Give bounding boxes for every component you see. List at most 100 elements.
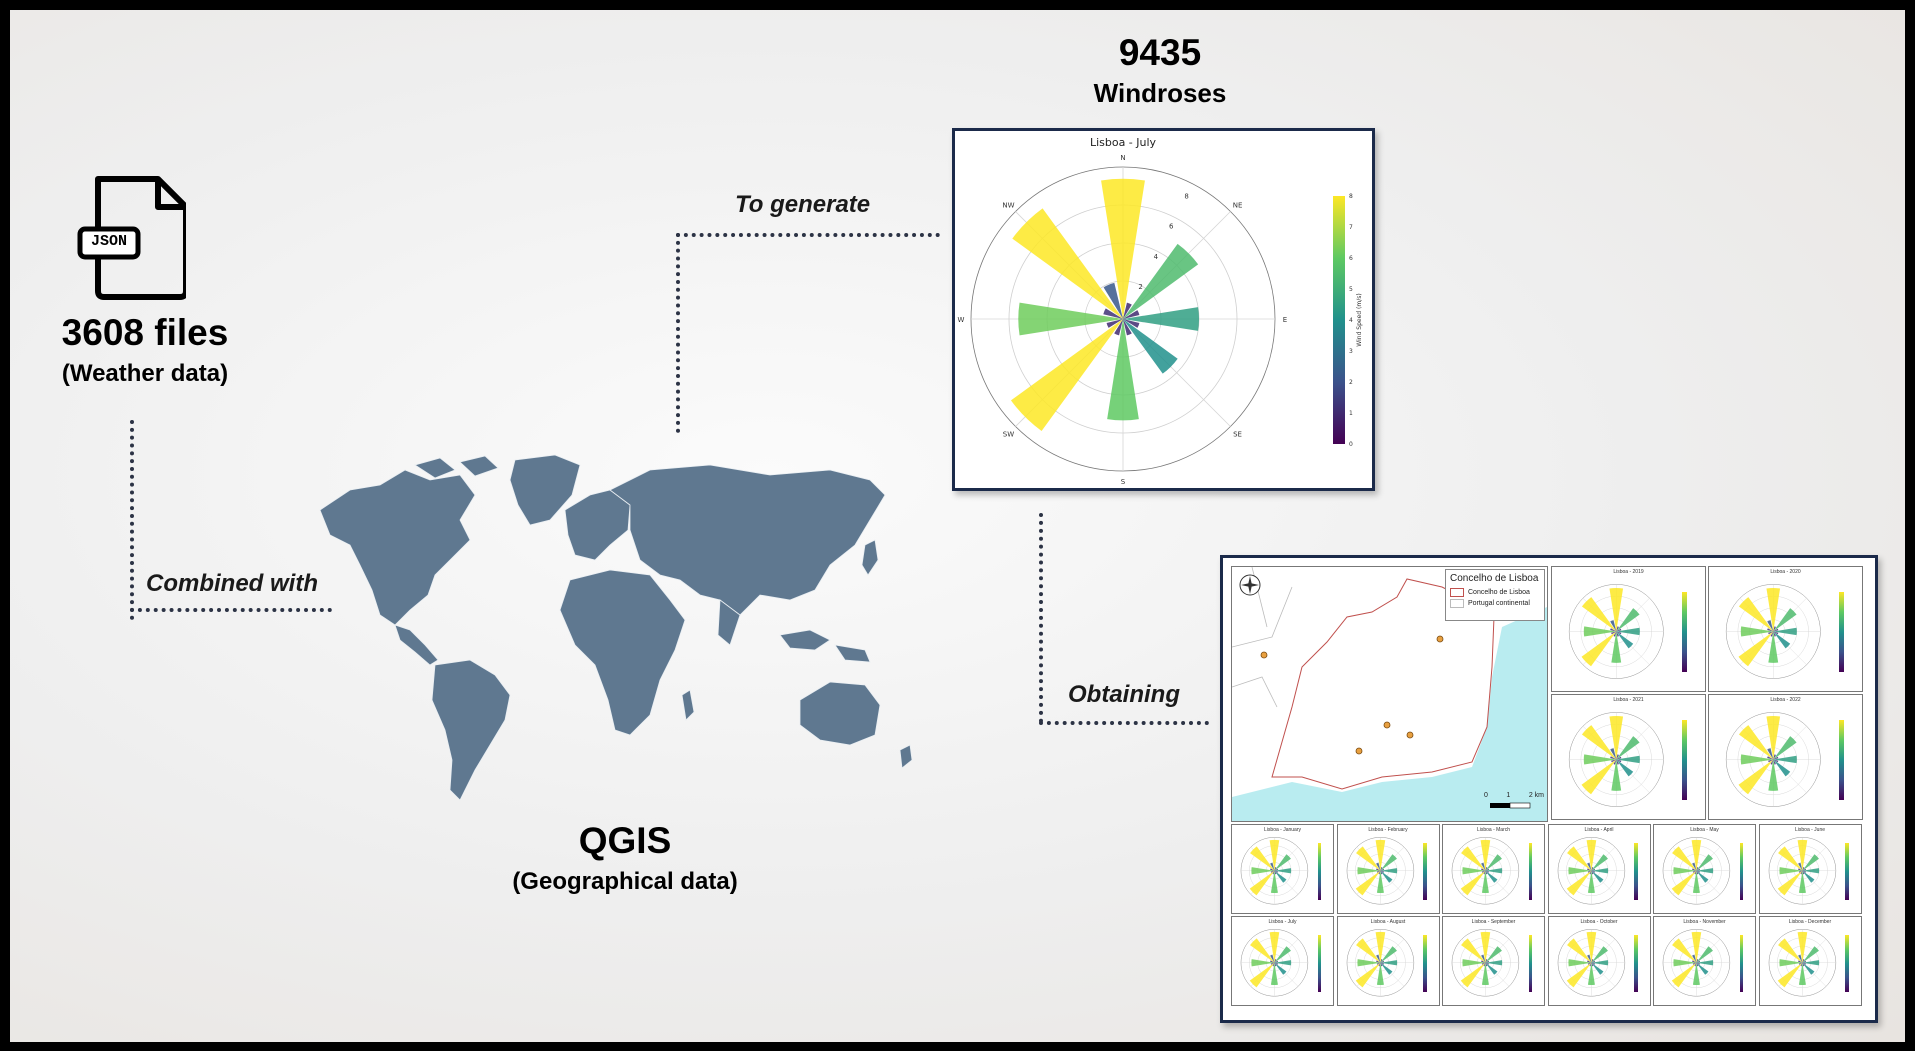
windrose-bar-SE	[1616, 759, 1634, 777]
windrose-bar-NNW	[1270, 862, 1275, 871]
windrose-bar-WNW	[1692, 868, 1697, 871]
windrose-bar-ENE	[1616, 756, 1622, 760]
colorbar-tick: 8	[1349, 193, 1353, 200]
windrose-bar-NE	[1590, 854, 1608, 871]
windrose-bar-N	[1480, 839, 1491, 871]
direction-label-W: W	[958, 316, 965, 324]
month-rose-7: Lisboa - July	[1231, 916, 1334, 1006]
mini-colorbar	[1528, 842, 1533, 900]
windrose-bar-NNW	[1586, 954, 1591, 963]
windrose-bar-NE	[1379, 946, 1397, 963]
windrose-bar-WSW	[1798, 962, 1802, 965]
windrose-bar-NNE	[1379, 959, 1382, 963]
mini-colorbar	[1839, 591, 1845, 673]
month-rose-2: Lisboa - February	[1336, 824, 1440, 914]
windrose-bar-NW	[1672, 938, 1697, 963]
windrose-bar-SSW	[1799, 870, 1802, 875]
windrose-bar-SW	[1777, 962, 1802, 988]
windrose-bar-NW	[1461, 938, 1486, 963]
connector-files-horizontal	[130, 608, 332, 612]
windrose-bar-NNW	[1270, 954, 1275, 963]
windrose-bar-ESE	[1801, 870, 1806, 873]
windrose-bar-WNW	[1270, 960, 1275, 963]
windrose-bar-SE	[1696, 870, 1709, 883]
windrose-bar-SE	[1123, 319, 1178, 374]
windrose-bar-NE	[1616, 608, 1640, 632]
windrose-bar-NNW	[1103, 282, 1123, 319]
to-generate-label: To generate	[735, 191, 871, 218]
windrose-bar-WNW	[1586, 960, 1591, 963]
windrose-bar-NE	[1485, 946, 1502, 963]
windrose-bar-NE	[1123, 243, 1199, 319]
mini-colorbar	[1634, 842, 1638, 900]
windrose-bar-NNW	[1375, 862, 1380, 871]
windrose-bar-SSE	[1616, 631, 1619, 637]
radial-tick-label: 8	[1184, 193, 1188, 201]
windrose-bar-SE	[1696, 962, 1709, 975]
windrose-bar-SSE	[1379, 870, 1382, 875]
windrose-bar-E	[1485, 868, 1503, 874]
legend-swatch-concelho	[1450, 588, 1464, 597]
connector-obtaining-horizontal	[1039, 721, 1209, 725]
mini-rose-title: Lisboa - December	[1788, 919, 1832, 925]
windrose-bar-NNE	[1274, 867, 1277, 871]
windrose-bar-SSW	[1613, 759, 1617, 765]
windrose-bar-NNW	[1481, 954, 1486, 963]
mini-colorbar	[1423, 842, 1427, 900]
windrose-bar-NW	[1672, 846, 1697, 871]
windrose-bar-WSW	[1768, 631, 1774, 635]
windrose-bar-ENE	[1696, 960, 1701, 963]
windrose-bar-NNE	[1801, 959, 1804, 963]
windrose-bar-WNW	[1610, 756, 1617, 760]
windrose-bar-NE	[1379, 854, 1397, 871]
windrose-bar-SSW	[1588, 870, 1591, 875]
windrose-bar-E	[1590, 960, 1608, 966]
windrose-bar-NW	[1738, 597, 1774, 632]
windrose-bar-SE	[1590, 962, 1603, 975]
windrose-bar-NW	[1581, 597, 1617, 632]
colorbar-tick: 4	[1349, 317, 1353, 324]
windrose-bar-E	[1801, 868, 1819, 874]
windrose-bar-NNW	[1797, 954, 1802, 963]
windrose-bar-W	[1251, 959, 1275, 967]
windrose-bar-ESE	[1773, 759, 1779, 763]
windrose-bar-WNW	[1375, 960, 1380, 963]
windrose-bar-E	[1274, 868, 1292, 874]
windrose-bar-ENE	[1773, 628, 1779, 632]
windrose-bar-SE	[1590, 870, 1603, 883]
windrose-bar-ESE	[1696, 870, 1701, 873]
windrose-bar-NNW	[1692, 954, 1697, 963]
mini-rose-title: Lisboa - February	[1368, 827, 1408, 833]
windrose-bar-SW	[1355, 870, 1380, 896]
windrose-bar-SE	[1773, 759, 1791, 777]
windrose-bar-NW	[1012, 208, 1123, 319]
windrose-bar-S	[1611, 759, 1622, 791]
windrose-bar-NE	[1773, 608, 1797, 632]
windrose-bar-ESE	[1616, 631, 1622, 635]
windrose-bar-ENE	[1590, 868, 1595, 871]
windrose-bar-SSE	[1773, 759, 1776, 765]
windrose-bar-S	[1376, 870, 1384, 894]
windrose-bar-NE	[1274, 854, 1291, 871]
windrose-bar-SE	[1616, 631, 1634, 649]
mini-rose-title: Lisboa - 2021	[1613, 697, 1644, 703]
mini-rose-title: Lisboa - July	[1268, 919, 1297, 925]
windrose-bar-SW	[1671, 870, 1697, 896]
windrose-bar-WSW	[1798, 870, 1802, 873]
windrose-bar-NE	[1696, 854, 1713, 871]
qgis-subtitle: (Geographical data)	[512, 868, 738, 895]
month-rose-10: Lisboa - October	[1547, 916, 1651, 1006]
mini-colorbar	[1839, 719, 1845, 801]
windrose-bar-NNW	[1797, 862, 1802, 871]
year-rose-2022: Lisboa - 2022	[1708, 694, 1863, 820]
windrose-bar-NNW	[1610, 748, 1617, 760]
windrose-bar-E	[1773, 627, 1797, 636]
windrose-bar-NE	[1801, 946, 1819, 963]
mini-colorbar	[1317, 934, 1322, 992]
windrose-bar-WSW	[1481, 962, 1486, 965]
connector-generate-vertical	[676, 233, 680, 433]
windrose-bar-S	[1611, 631, 1622, 663]
windrose-bar-W	[1567, 959, 1591, 967]
windrose-bar-SSW	[1272, 870, 1275, 875]
json-badge-label: JSON	[90, 233, 127, 250]
